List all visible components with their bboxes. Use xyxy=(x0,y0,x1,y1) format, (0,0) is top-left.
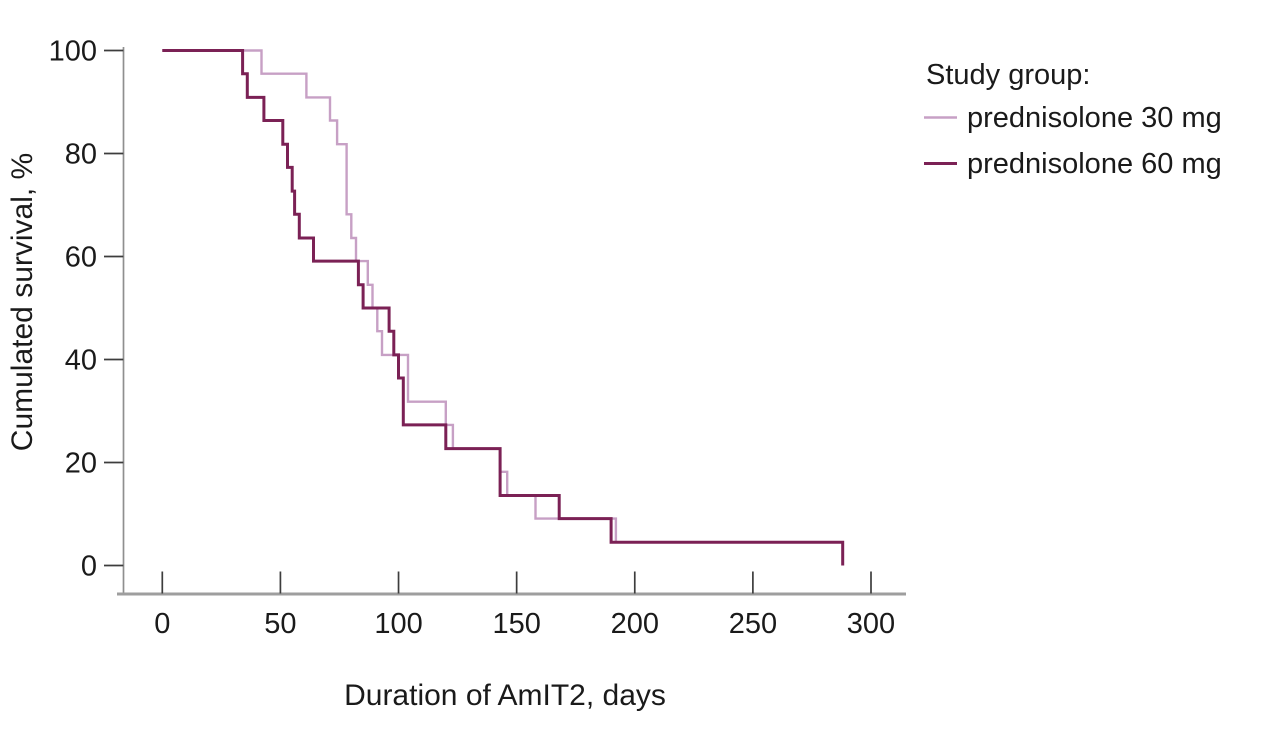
y-tick-label: 100 xyxy=(49,36,97,68)
legend-item-label: prednisolone 60 mg xyxy=(967,148,1222,180)
y-axis-title: Cumulated survival, % xyxy=(6,153,39,451)
x-tick-label: 50 xyxy=(264,608,296,640)
y-tick-label: 0 xyxy=(81,551,97,583)
x-tick-label: 300 xyxy=(847,608,895,640)
survival-curve-prednisolone-30-mg xyxy=(162,49,843,544)
x-tick-label: 100 xyxy=(374,608,422,640)
x-tick-label: 150 xyxy=(492,608,540,640)
legend-title: Study group: xyxy=(926,59,1090,91)
legend: Study group: prednisolone 30 mg predniso… xyxy=(924,59,1222,180)
y-tick-label: 80 xyxy=(65,139,97,171)
y-tick-label: 40 xyxy=(65,345,97,377)
x-axis-title: Duration of AmIT2, days xyxy=(344,679,666,712)
legend-item-label: prednisolone 30 mg xyxy=(967,102,1222,134)
survival-curve-prednisolone-60-mg xyxy=(162,49,845,566)
x-tick-label: 250 xyxy=(729,608,777,640)
x-tick-label: 0 xyxy=(154,608,170,640)
x-tick-label: 200 xyxy=(611,608,659,640)
y-tick-label: 60 xyxy=(65,242,97,274)
y-tick-label: 20 xyxy=(65,448,97,480)
